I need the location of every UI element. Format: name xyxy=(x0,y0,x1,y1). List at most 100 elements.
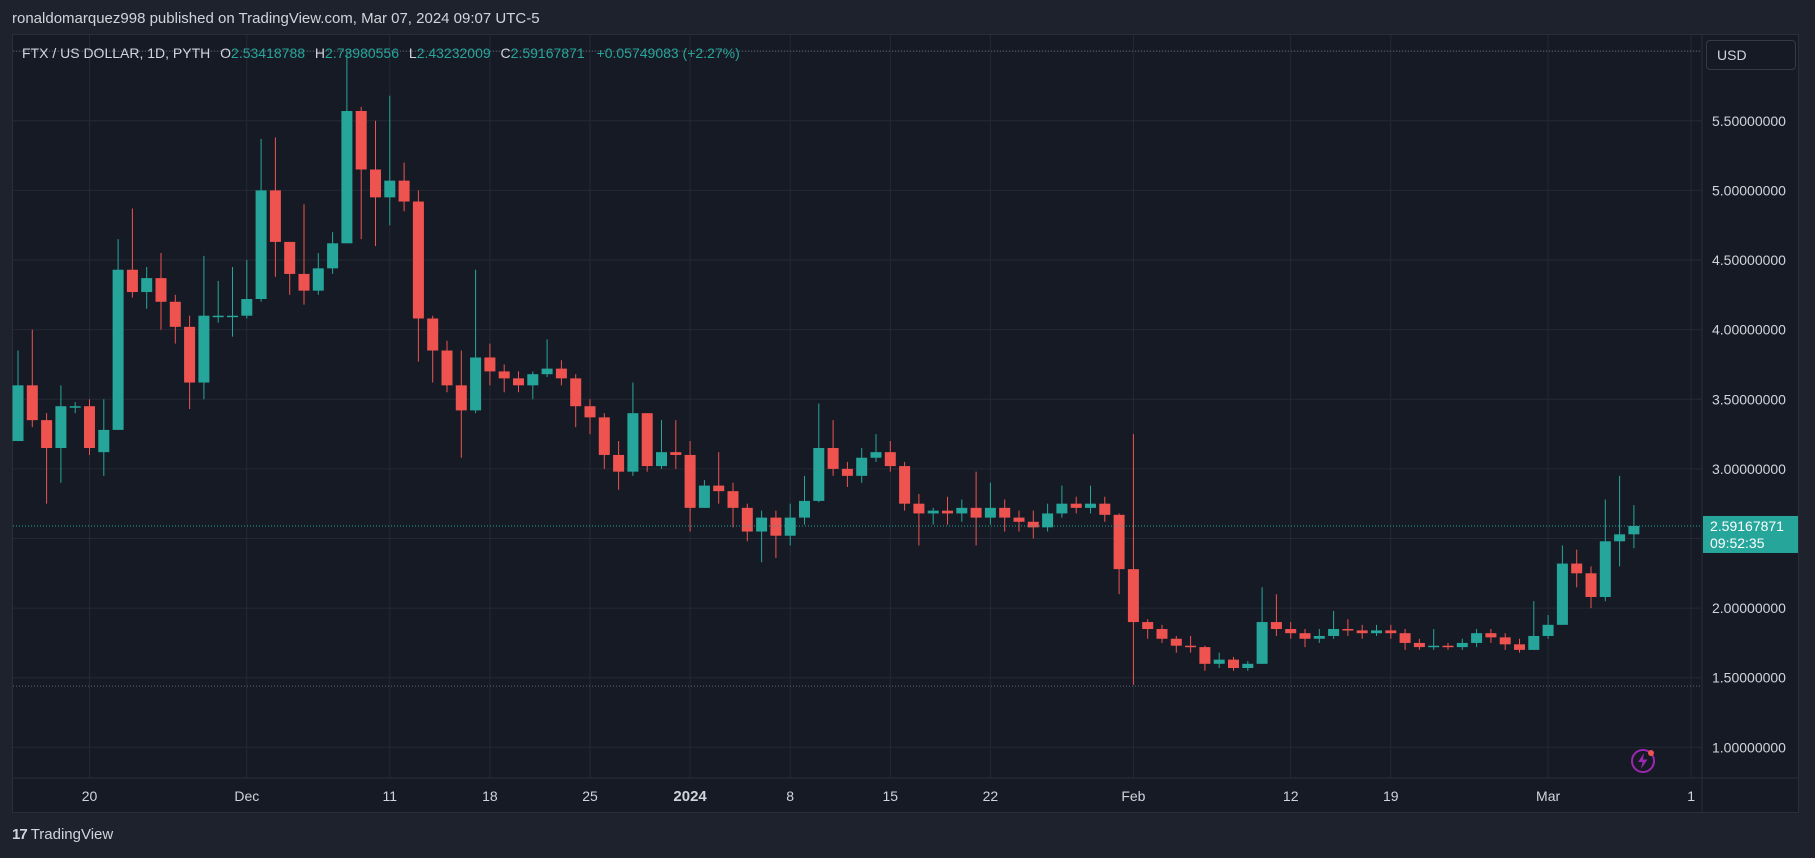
candle-body xyxy=(770,517,782,536)
candle-body xyxy=(184,326,196,383)
candle-body xyxy=(1156,629,1168,639)
candle-body xyxy=(1170,638,1182,646)
candle-body xyxy=(284,241,296,274)
candle-body xyxy=(970,507,982,518)
high-value: 2.73980556 xyxy=(325,45,399,61)
publish-header: ronaldomarquez998 published on TradingVi… xyxy=(12,10,540,27)
candle-body xyxy=(269,190,281,242)
close-label: C xyxy=(500,45,511,61)
candle-body xyxy=(913,503,925,514)
candle-body xyxy=(584,406,596,418)
candle-body xyxy=(370,169,381,198)
candle-body xyxy=(355,111,367,170)
candle-body xyxy=(298,273,310,291)
candle-body xyxy=(999,507,1011,518)
candle-body xyxy=(627,413,639,472)
candle-body xyxy=(1256,622,1268,664)
currency-button[interactable]: USD xyxy=(1706,40,1796,70)
candle-body xyxy=(942,510,953,514)
candle-body xyxy=(1399,633,1411,643)
candle-body xyxy=(1514,644,1525,650)
y-tick-label: 3.50000000 xyxy=(1712,391,1786,407)
candle-body xyxy=(727,491,739,508)
candle-body xyxy=(1499,637,1511,645)
candle-body xyxy=(799,500,810,518)
candle-body xyxy=(956,507,968,514)
x-tick-label: Mar xyxy=(1536,788,1560,804)
candle-body xyxy=(1371,630,1382,634)
x-tick-label: 2024 xyxy=(673,788,707,805)
lightning-icon[interactable] xyxy=(1630,748,1656,774)
x-tick-label: 8 xyxy=(786,788,794,804)
candle-body xyxy=(927,510,939,514)
candle-body xyxy=(1013,517,1025,522)
candle-body xyxy=(1614,534,1626,542)
high-label: H xyxy=(314,45,326,61)
candle-body xyxy=(12,385,24,442)
y-tick-label: 5.50000000 xyxy=(1712,113,1786,129)
candle-body xyxy=(841,468,853,476)
candle-body xyxy=(656,452,667,467)
candle-body xyxy=(1185,645,1197,648)
candle-body xyxy=(1027,521,1039,528)
candle-body xyxy=(527,374,539,386)
candle-body xyxy=(684,454,696,508)
candle-body xyxy=(784,517,796,536)
x-tick-label: 12 xyxy=(1283,788,1299,804)
candle-body xyxy=(384,180,396,198)
x-tick-label: 11 xyxy=(383,788,398,804)
change-value: +0.05749083 (+2.27%) xyxy=(596,45,740,61)
x-tick-label: 19 xyxy=(1383,788,1399,804)
candle-body xyxy=(312,268,324,291)
x-tick-label: 18 xyxy=(482,788,498,804)
candle-body xyxy=(41,420,53,448)
candle-body xyxy=(1356,630,1368,634)
candle-body xyxy=(255,190,267,299)
candle-body xyxy=(984,507,996,518)
candle-body xyxy=(541,368,553,375)
candle-body xyxy=(1228,659,1239,668)
candle-body xyxy=(1199,647,1211,664)
candle-body xyxy=(1328,629,1340,636)
candle-body xyxy=(713,485,725,492)
candle-body xyxy=(741,507,753,532)
candle-body xyxy=(884,452,896,467)
candle-body xyxy=(641,413,653,467)
candle-body xyxy=(126,269,138,293)
x-tick-label: 1 xyxy=(1687,788,1695,804)
open-value: 2.53418788 xyxy=(231,45,306,61)
candle-body xyxy=(813,447,825,501)
candle-body xyxy=(1127,569,1139,623)
chart-frame[interactable] xyxy=(12,34,1799,813)
candle-body xyxy=(1085,503,1096,508)
y-tick-label: 1.00000000 xyxy=(1712,739,1786,755)
candle-body xyxy=(1070,503,1082,508)
x-tick-label: Feb xyxy=(1121,788,1145,804)
last-price-value: 2.59167871 xyxy=(1710,518,1784,534)
x-tick-label: 20 xyxy=(82,788,98,804)
candle-body xyxy=(1242,663,1254,668)
candle-body xyxy=(756,517,768,532)
candle-body xyxy=(1313,635,1325,639)
candle-body xyxy=(1385,630,1397,634)
candle-body xyxy=(513,378,524,386)
candle-body xyxy=(169,301,181,327)
y-tick-label: 2.00000000 xyxy=(1712,600,1786,616)
candle-body xyxy=(441,350,453,386)
low-label: L xyxy=(408,45,417,61)
x-tick-label: Dec xyxy=(234,788,259,804)
candle-body xyxy=(1456,642,1468,648)
candle-body xyxy=(1556,563,1568,625)
candle-body xyxy=(398,180,410,202)
candle-body xyxy=(498,371,510,379)
candle-body xyxy=(341,111,353,244)
y-tick-label: 4.50000000 xyxy=(1712,252,1786,268)
candle-body xyxy=(1342,629,1354,631)
ohlc-legend: FTX / US DOLLAR, 1D, PYTH O2.53418788 H2… xyxy=(22,45,740,61)
x-tick-label: 25 xyxy=(582,788,598,804)
candle-body xyxy=(1442,645,1454,648)
candle-body xyxy=(698,485,710,508)
candle-body xyxy=(827,447,839,469)
candle-body xyxy=(570,378,582,407)
